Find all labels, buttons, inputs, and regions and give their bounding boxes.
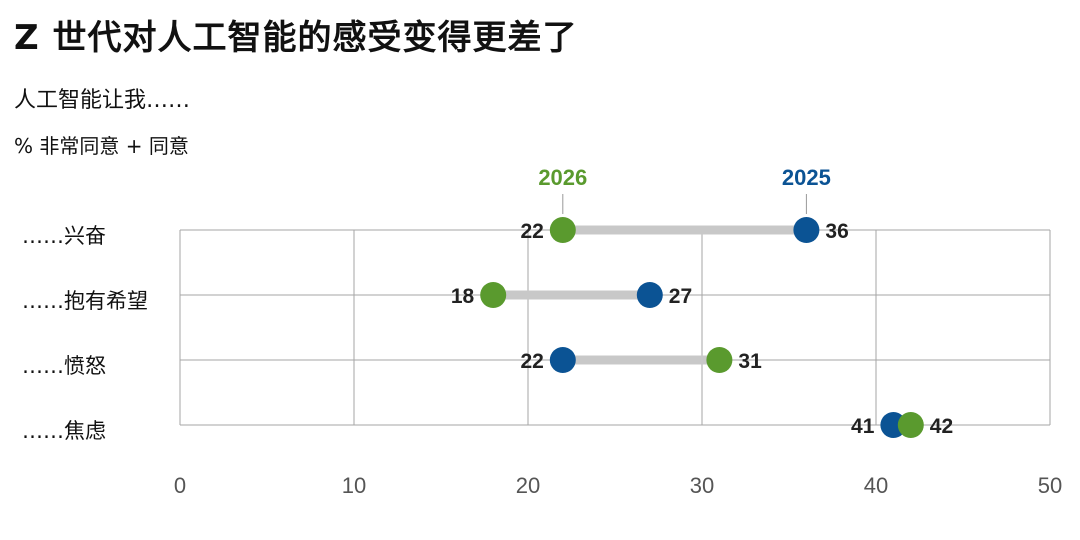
x-tick-label: 50 [1038,473,1062,498]
value-label: 18 [451,285,475,308]
x-tick-label: 20 [516,473,540,498]
legend-2026: 2026 [538,165,587,190]
value-label: 31 [738,350,762,373]
point-2026 [480,282,507,308]
x-tick-label: 40 [864,473,888,498]
unit-label: % 非常同意 + 同意 [14,134,189,158]
category-label: ……焦虑 [22,419,106,443]
point-2025 [793,217,820,243]
x-tick-label: 30 [690,473,714,498]
point-2026 [549,217,576,243]
point-2025 [636,282,663,308]
value-label: 22 [520,350,543,373]
point-2026 [897,412,924,438]
value-label: 41 [851,415,875,438]
value-label: 36 [825,220,848,243]
point-2026 [706,347,733,373]
chart-title: Z 世代对人工智能的感受变得更差了 [14,18,578,58]
point-2025 [549,347,576,373]
value-label: 27 [669,285,692,308]
category-label: ……愤怒 [22,354,106,378]
legend-2025: 2025 [782,165,831,190]
chart-subtitle: 人工智能让我…… [14,88,191,113]
x-tick-label: 10 [342,473,366,498]
x-tick-label: 0 [174,473,186,498]
value-label: 22 [520,220,543,243]
value-label: 42 [930,415,953,438]
category-label: ……抱有希望 [22,289,148,313]
category-label: ……兴奋 [22,224,106,248]
